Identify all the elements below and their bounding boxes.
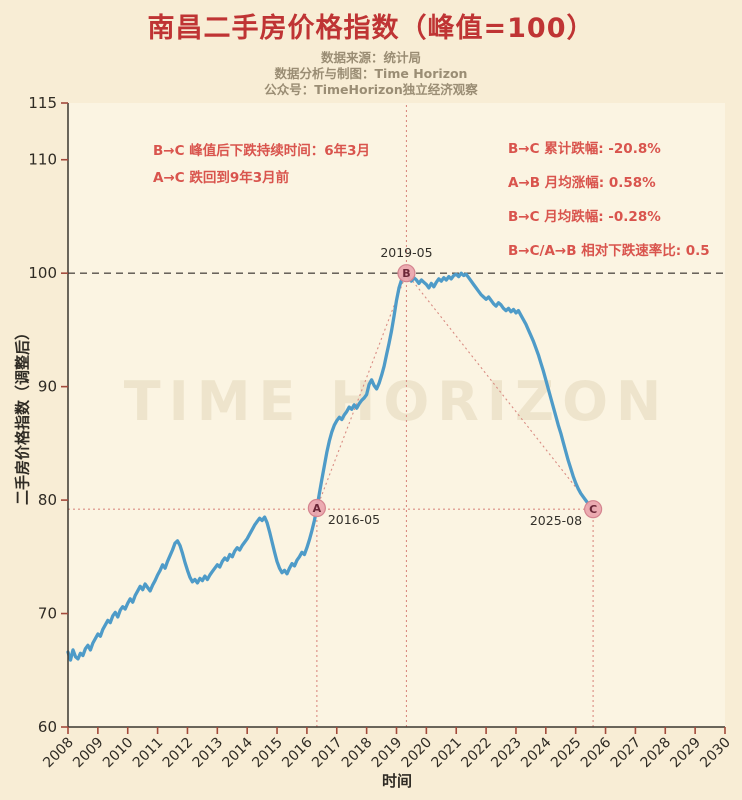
y-tick-label: 100 (28, 264, 57, 282)
marker-date-C: 2025-08 (530, 513, 582, 528)
marker-letter-A: A (313, 502, 322, 515)
x-tick-label: 2022 (458, 735, 495, 772)
x-tick-label: 2023 (488, 735, 525, 772)
subtitle-wechat: 公众号：TimeHorizon独立经济观察 (264, 82, 478, 97)
annotation-bc-duration: B→C 峰值后下跌持续时间：6年3月 (153, 143, 370, 159)
subtitle-data-source: 数据来源：统计局 (320, 50, 421, 65)
annotation-relative-speed-ratio: B→C/A→B 相对下跌速率比: 0.5 (508, 243, 710, 259)
x-tick-label: 2030 (697, 735, 734, 772)
x-tick-label: 2012 (160, 735, 197, 772)
x-tick-label: 2015 (249, 735, 286, 772)
segment-a-b (316, 272, 407, 509)
x-tick-label: 2027 (608, 735, 645, 772)
annotation-bc-monthly-decline: B→C 月均跌幅: -0.28% (508, 209, 661, 225)
annotation-duration: B→C 峰值后下跌持续时间：6年3月 A→C 跌回到9年3月前 (153, 138, 370, 192)
x-tick-label: 2014 (219, 734, 256, 771)
x-tick-label: 2024 (518, 734, 555, 771)
segment-b-c (406, 272, 594, 510)
y-tick-label: 90 (38, 378, 57, 396)
marker-date-B: 2019-05 (380, 245, 432, 260)
y-axis-title: 二手房价格指数（调整后） (13, 324, 32, 506)
plot-area (68, 103, 725, 727)
x-tick-label: 2008 (40, 735, 77, 772)
chart-subtitles: 数据来源：统计局 数据分析与制图：Time Horizon 公众号：TimeHo… (0, 50, 742, 98)
annotation-stats: B→C 累计跌幅: -20.8% A→B 月均涨幅: 0.58% B→C 月均跌… (508, 132, 710, 268)
y-tick-label: 110 (28, 151, 57, 169)
x-tick-label: 2013 (190, 735, 227, 772)
annotation-ab-monthly-gain: A→B 月均涨幅: 0.58% (508, 175, 656, 191)
x-tick-label: 2021 (429, 735, 466, 772)
x-tick-label: 2017 (309, 735, 346, 772)
x-tick-label: 2011 (130, 735, 167, 772)
subtitle-author: 数据分析与制图：Time Horizon (274, 66, 468, 81)
x-tick-label: 2010 (100, 735, 137, 772)
y-tick-label: 115 (28, 94, 57, 112)
marker-date-A: 2016-05 (328, 512, 380, 527)
x-tick-label: 2029 (667, 735, 704, 772)
annotation-ac-rollback: A→C 跌回到9年3月前 (153, 170, 290, 186)
y-tick-label: 80 (38, 491, 57, 509)
marker-point-A (307, 498, 326, 518)
y-tick-label: 70 (38, 605, 57, 623)
marker-point-B (397, 264, 416, 283)
annotation-bc-total-decline: B→C 累计跌幅: -20.8% (508, 141, 661, 157)
x-tick-label: 2028 (638, 735, 675, 772)
x-tick-label: 2026 (578, 734, 615, 771)
price-index-line (66, 271, 595, 662)
chart-title: 南昌二手房价格指数（峰值=100） (147, 13, 595, 44)
watermark-text: TIME HORIZON (124, 370, 669, 433)
x-tick-label: 2018 (339, 735, 376, 772)
marker-point-C (584, 500, 603, 519)
marker-letter-B: B (402, 267, 410, 280)
y-tick-label: 60 (38, 718, 57, 736)
x-axis-title: 时间 (381, 772, 412, 790)
x-tick-label: 2020 (399, 735, 436, 772)
marker-letter-C: C (589, 503, 597, 516)
x-tick-label: 2009 (70, 735, 107, 772)
x-tick-label: 2019 (369, 735, 406, 772)
x-tick-label: 2025 (548, 735, 585, 772)
x-tick-label: 2016 (279, 734, 316, 771)
